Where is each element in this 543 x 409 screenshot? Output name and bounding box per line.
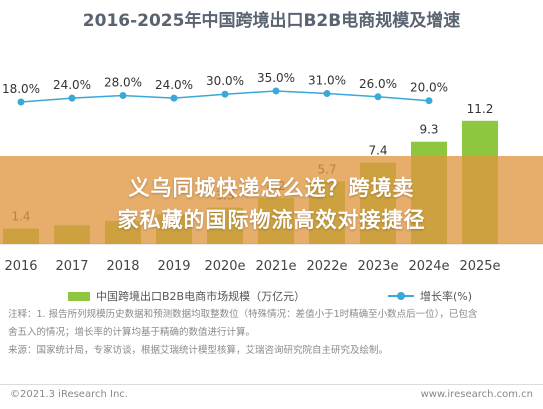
legend-line-entry: 增长率(%) xyxy=(388,288,472,304)
growth-rate-point xyxy=(425,97,433,105)
x-tick-label: 2021e xyxy=(255,259,296,274)
bar-value-label: 9.3 xyxy=(419,123,438,137)
x-tick-label: 2018 xyxy=(106,259,139,274)
growth-rate-point xyxy=(323,90,331,98)
growth-rate-label: 24.0% xyxy=(53,78,91,92)
headline-banner xyxy=(0,156,543,244)
growth-rate-label: 30.0% xyxy=(206,74,244,88)
x-tick-label: 2020e xyxy=(204,259,245,274)
growth-rate-label: 20.0% xyxy=(410,81,448,95)
chart-plot: 1.43.34.25.77.49.311.218.0%24.0%28.0%24.… xyxy=(0,71,543,274)
x-tick-label: 2025e xyxy=(459,259,500,274)
growth-rate-label: 31.0% xyxy=(308,74,346,88)
chart-notes: 注释：1. 报告所列规模历史数据和预测数据均取整数位（特殊情况：差值小于1时精确… xyxy=(8,306,538,360)
bar-value-label: 11.2 xyxy=(467,102,494,116)
x-tick-label: 2019 xyxy=(157,259,190,274)
growth-rate-point xyxy=(374,93,382,101)
legend-line-swatch xyxy=(388,291,414,301)
growth-rate-label: 24.0% xyxy=(155,78,193,92)
growth-rate-label: 35.0% xyxy=(257,71,295,85)
x-tick-label: 2022e xyxy=(306,259,347,274)
growth-rate-point xyxy=(68,94,76,102)
note-line-1: 注释：1. 报告所列规模历史数据和预测数据均取整数位（特殊情况：差值小于1时精确… xyxy=(8,309,478,320)
growth-rate-point xyxy=(17,98,25,106)
growth-rate-point xyxy=(119,92,127,99)
growth-rate-label: 18.0% xyxy=(2,82,40,96)
x-tick-label: 2024e xyxy=(408,259,449,274)
x-tick-label: 2017 xyxy=(55,259,88,274)
note-line-2: 舍五入的情况；增长率的计算均基于精确的数值进行计算。 xyxy=(8,327,256,338)
legend-bar-entry: 中国跨境出口B2B电商市场规模（万亿元） xyxy=(68,288,305,304)
headline-line-2: 家私藏的国际物流高效对接捷径 xyxy=(117,208,426,232)
website-text: www.iresearch.com.cn xyxy=(420,389,533,400)
growth-rate-label: 28.0% xyxy=(104,76,142,90)
bar-value-label: 7.4 xyxy=(368,144,387,158)
legend-bar-swatch xyxy=(68,291,90,301)
note-line-3: 来源：国家统计局，专家访谈，根据艾瑞统计模型核算，艾瑞咨询研究院自主研究及绘制。 xyxy=(8,345,389,356)
chart-title: 2016-2025年中国跨境出口B2B电商规模及增速 xyxy=(82,11,461,31)
legend-line-label: 增长率(%) xyxy=(420,290,473,303)
growth-rate-label: 26.0% xyxy=(359,77,397,91)
x-tick-label: 2016 xyxy=(4,259,37,274)
legend-bar-label: 中国跨境出口B2B电商市场规模（万亿元） xyxy=(96,290,306,303)
copyright-text: ©2021.3 iResearch Inc. xyxy=(10,389,128,400)
growth-rate-point xyxy=(272,87,280,95)
footer-bar: ©2021.3 iResearch Inc. www.iresearch.com… xyxy=(0,384,543,409)
growth-rate-point xyxy=(221,90,229,98)
headline-line-1: 义乌同城快递怎么选？跨境卖 xyxy=(128,176,415,200)
growth-rate-point xyxy=(170,94,178,102)
x-tick-label: 2023e xyxy=(357,259,398,274)
